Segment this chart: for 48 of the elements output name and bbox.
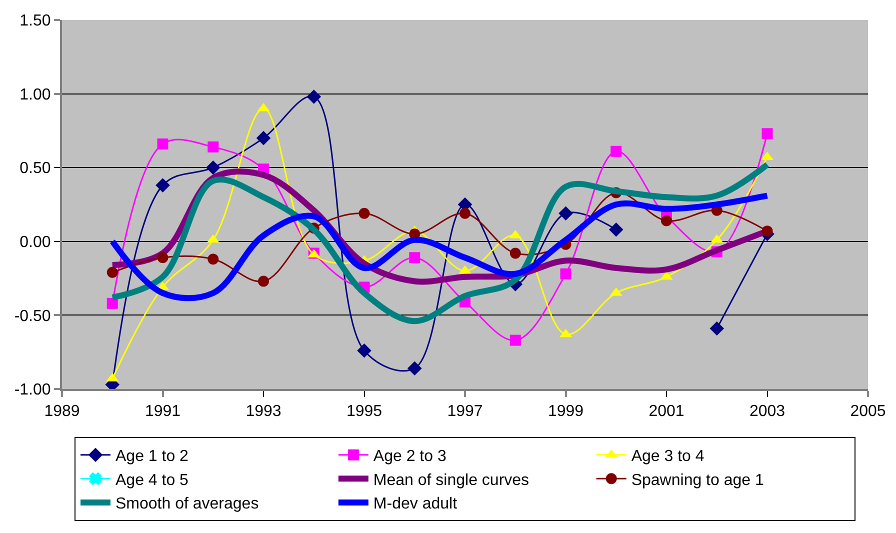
x-tick-label: 1995 (346, 403, 382, 420)
point (460, 208, 470, 219)
point (208, 141, 219, 152)
legend-label: Age 2 to 3 (373, 448, 446, 466)
legend-label: M-dev adult (373, 496, 458, 513)
y-tick-label: -0.50 (14, 308, 51, 325)
point (358, 208, 370, 219)
point (258, 276, 269, 287)
x-tick-label: 1991 (144, 403, 181, 420)
point (157, 252, 168, 264)
point (510, 334, 521, 346)
x-tick-label: 2005 (850, 403, 886, 420)
point (762, 226, 773, 237)
point (407, 361, 422, 376)
x-tick-label: 1993 (246, 403, 282, 420)
y-tick-label: 0.50 (20, 160, 51, 178)
point (608, 222, 624, 237)
y-tick-label: 1.50 (20, 12, 51, 30)
point (256, 130, 271, 146)
point (208, 254, 219, 265)
point (157, 138, 168, 150)
y-tick-label: 0.00 (20, 234, 51, 251)
point (206, 160, 220, 175)
point (560, 268, 572, 280)
point (156, 178, 170, 192)
point (106, 298, 118, 309)
x-tick-label: 1999 (548, 403, 584, 420)
legend-label: Age 1 to 2 (116, 448, 189, 466)
legend-label: Age 3 to 4 (631, 448, 704, 466)
point (610, 146, 622, 157)
y-tick-label: -1.00 (14, 382, 51, 399)
point (558, 206, 573, 221)
legend-label: Mean of single curves (373, 472, 530, 489)
x-tick-label: 1997 (447, 403, 483, 420)
point (306, 90, 322, 104)
point (510, 248, 521, 259)
legend-label: Smooth of averages (116, 496, 259, 513)
x-tick-label: 2001 (648, 403, 684, 420)
y-tick-label: 1.00 (20, 86, 51, 104)
point (106, 266, 118, 278)
x-tick-label: 1989 (44, 403, 80, 420)
point (357, 343, 372, 358)
legend-label: Spawning to age 1 (631, 472, 764, 489)
point (661, 215, 672, 226)
x-tick-label: 2003 (749, 403, 786, 420)
point (409, 252, 420, 264)
legend-label: Age 4 to 5 (116, 472, 189, 489)
point (762, 128, 773, 140)
